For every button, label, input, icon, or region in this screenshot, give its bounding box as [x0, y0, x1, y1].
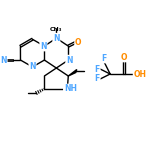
Text: F: F [95, 74, 100, 83]
Polygon shape [68, 69, 77, 76]
Text: N: N [53, 34, 60, 43]
Text: NH: NH [64, 85, 77, 93]
Text: N: N [40, 42, 47, 51]
Text: O: O [121, 53, 127, 62]
Text: CH₃: CH₃ [50, 27, 63, 32]
Text: O: O [75, 38, 81, 47]
Text: N: N [66, 56, 73, 65]
Text: OH: OH [134, 69, 147, 78]
Text: F: F [102, 54, 107, 63]
Text: N: N [29, 62, 36, 71]
Text: F: F [95, 65, 100, 74]
Text: N: N [0, 56, 7, 65]
